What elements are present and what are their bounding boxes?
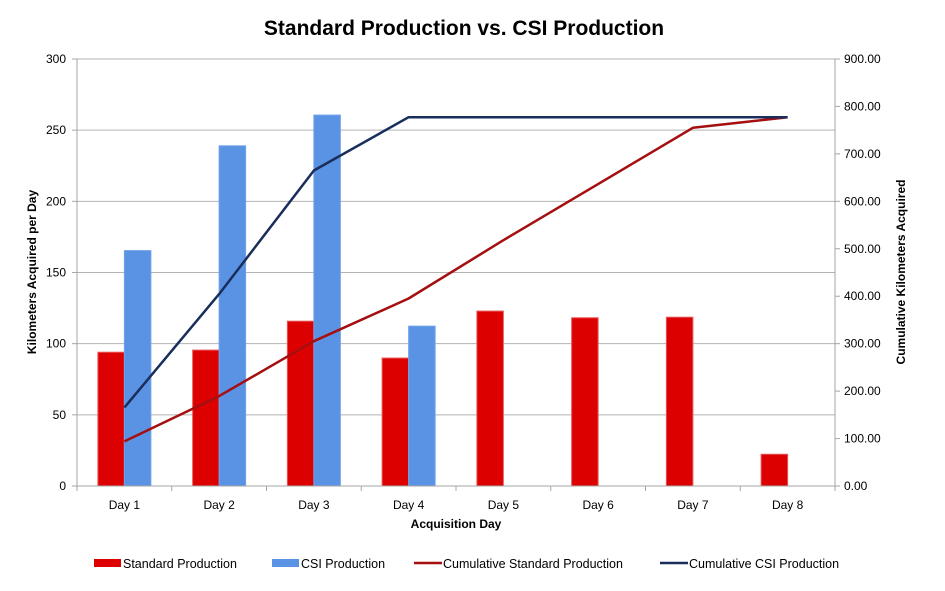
y2-tick-label: 400.00 [844, 289, 881, 303]
y2-tick-label: 200.00 [844, 384, 881, 398]
y2-tick-label: 0.00 [844, 479, 868, 493]
csi-production-bar [408, 325, 436, 487]
x-tick-label: Day 4 [393, 498, 425, 512]
x-axis-title: Acquisition Day [411, 517, 502, 531]
standard-production-bar [665, 316, 694, 487]
y2-tick-label: 500.00 [844, 242, 881, 256]
y-tick-label: 50 [53, 408, 67, 422]
y-tick-label: 300 [46, 52, 66, 66]
cumulative-csi-line [123, 115, 788, 409]
y-axis-title: Kilometers Acquired per Day [25, 190, 39, 355]
standard-production-bar [97, 351, 125, 487]
x-tick-label: Day 3 [298, 498, 330, 512]
gridlines [77, 58, 835, 416]
x-tick-label: Day 2 [203, 498, 235, 512]
axes [72, 58, 840, 491]
csi-production-bar [313, 114, 341, 487]
y-tick-label: 200 [46, 194, 66, 208]
y2-tick-label: 300.00 [844, 337, 881, 351]
x-tick-label: Day 7 [677, 498, 709, 512]
y2-axis-title: Cumulative Kilometers Acquired [894, 180, 908, 365]
csi-production-bar [123, 250, 152, 487]
y2-tick-label: 700.00 [844, 147, 881, 161]
y-tick-labels: 0 50 100 150 200 250 300 [46, 52, 66, 493]
standard-production-bar [286, 320, 315, 487]
cumulative-standard-line [123, 116, 788, 443]
legend-label: CSI Production [301, 557, 385, 571]
bars [97, 114, 789, 487]
csi-production-bar [218, 145, 247, 487]
legend-swatch-bar [94, 559, 121, 567]
y-tick-label: 150 [46, 266, 66, 280]
y2-tick-labels: 0.00 100.00 200.00 300.00 400.00 500.00 600.00… [844, 52, 881, 493]
y2-tick-label: 900.00 [844, 52, 881, 66]
x-tick-label: Day 1 [109, 498, 141, 512]
y-tick-label: 250 [46, 123, 66, 137]
y-tick-label: 0 [59, 479, 66, 493]
standard-production-bar [192, 349, 220, 487]
x-tick-labels: Day 1 Day 2 Day 3 Day 4 Day 5 Day 6 Day 7 Day 8 [109, 498, 804, 512]
legend-label: Standard Production [123, 557, 237, 571]
standard-production-bar [476, 310, 504, 487]
x-tick-label: Day 5 [488, 498, 520, 512]
y2-tick-label: 600.00 [844, 194, 881, 208]
x-tick-label: Day 6 [582, 498, 614, 512]
lines [123, 115, 788, 443]
y2-tick-label: 800.00 [844, 99, 881, 113]
legend-swatch-bar [272, 559, 299, 567]
standard-production-bar [760, 453, 789, 487]
chart-title: Standard Production vs. CSI Production [264, 17, 664, 40]
y2-tick-label: 100.00 [844, 432, 881, 446]
legend-label: Cumulative CSI Production [689, 557, 839, 571]
standard-production-bar [571, 317, 599, 487]
legend-label: Cumulative Standard Production [443, 557, 623, 571]
x-tick-label: Day 8 [772, 498, 804, 512]
legend: Standard Production CSI Production Cumulat… [94, 557, 839, 571]
y-tick-label: 100 [46, 337, 66, 351]
standard-production-bar [381, 357, 410, 487]
